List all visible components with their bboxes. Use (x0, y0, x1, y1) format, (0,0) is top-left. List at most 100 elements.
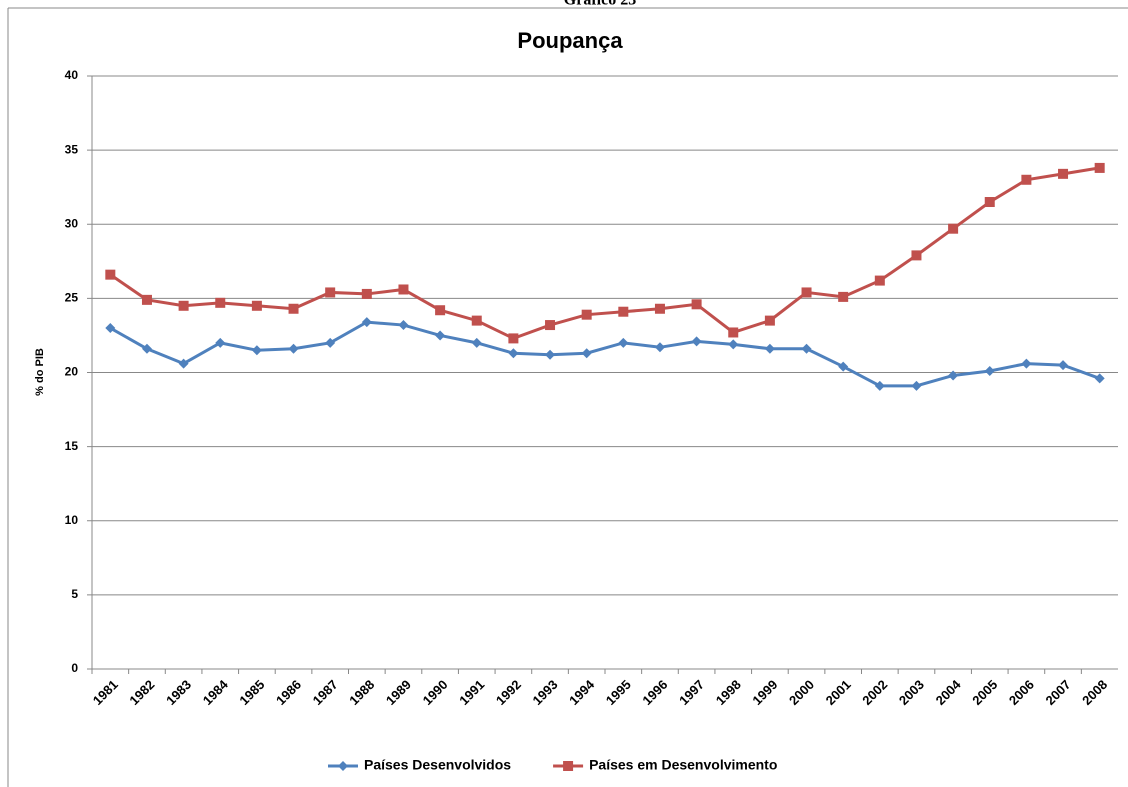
y-tick-label: 30 (65, 216, 79, 230)
legend-label: Países Desenvolvidos (364, 757, 511, 773)
data-point (1058, 168, 1069, 179)
data-point (325, 287, 336, 298)
data-point (728, 327, 739, 338)
data-point (435, 330, 446, 341)
y-tick-label: 5 (71, 587, 78, 601)
data-point (361, 288, 372, 299)
data-point (838, 361, 849, 372)
data-point (215, 337, 226, 348)
data-point (1058, 360, 1069, 371)
data-point (691, 336, 702, 347)
data-point (581, 348, 592, 359)
data-point (801, 287, 812, 298)
data-point (984, 366, 995, 377)
data-point (801, 343, 812, 354)
data-point (948, 223, 959, 234)
data-point (911, 250, 922, 261)
data-point (398, 320, 409, 331)
x-tick-label: 1995 (603, 677, 634, 708)
y-tick-label: 15 (65, 439, 79, 453)
data-point (251, 345, 262, 356)
x-tick-label: 1994 (566, 676, 598, 708)
data-point (105, 269, 116, 280)
data-point (178, 358, 189, 369)
data-point (654, 342, 665, 353)
data-point (1094, 373, 1105, 384)
x-tick-label: 1988 (346, 677, 377, 708)
y-axis-label: % do PIB (34, 348, 46, 396)
data-point (838, 291, 849, 302)
x-tick-label: 1996 (639, 677, 670, 708)
x-tick-label: 1983 (163, 677, 194, 708)
data-point (1021, 174, 1032, 185)
legend-label: Países em Desenvolvimento (589, 757, 777, 773)
x-tick-label: 2000 (786, 677, 817, 708)
data-point (581, 309, 592, 320)
legend-marker (563, 761, 574, 771)
data-point (435, 305, 446, 316)
x-tick-label: 2005 (969, 677, 1000, 708)
x-tick-label: 1982 (126, 677, 157, 708)
x-tick-label: 2008 (1079, 677, 1110, 708)
data-point (178, 300, 189, 311)
x-tick-label: 2003 (896, 677, 927, 708)
x-tick-label: 1981 (90, 677, 121, 708)
x-tick-label: 1986 (273, 677, 304, 708)
data-point (141, 343, 152, 354)
data-point (545, 349, 556, 360)
series-line (109, 166, 1100, 341)
y-tick-label: 0 (71, 661, 78, 675)
data-point (764, 343, 775, 354)
data-point (728, 339, 739, 350)
data-point (105, 323, 116, 334)
series-line (109, 320, 1101, 388)
data-point (471, 337, 482, 348)
data-point (251, 300, 262, 311)
data-point (618, 306, 629, 317)
data-point (325, 337, 336, 348)
data-point (764, 315, 775, 326)
data-point (508, 333, 519, 344)
legend-marker (338, 761, 348, 771)
chart-title: Poupança (517, 28, 623, 53)
x-tick-label: 2007 (1043, 677, 1074, 708)
x-tick-label: 2004 (933, 676, 965, 708)
x-tick-label: 2002 (859, 677, 890, 708)
x-tick-label: 1984 (200, 676, 232, 708)
data-point (545, 320, 556, 331)
data-point (471, 315, 482, 326)
data-point (1021, 358, 1032, 369)
data-point (984, 197, 995, 208)
x-tick-label: 2001 (823, 677, 854, 708)
x-tick-label: 1998 (713, 677, 744, 708)
data-point (654, 303, 665, 314)
x-tick-label: 2006 (1006, 677, 1037, 708)
data-point (398, 284, 409, 295)
y-tick-label: 10 (65, 513, 79, 527)
data-point (948, 370, 959, 381)
data-point (618, 337, 629, 348)
x-tick-label: 1987 (310, 677, 341, 708)
x-tick-label: 1997 (676, 677, 707, 708)
x-tick-label: 1989 (383, 677, 414, 708)
x-tick-label: 1991 (456, 677, 487, 708)
data-point (874, 380, 885, 391)
x-tick-label: 1992 (493, 677, 524, 708)
y-tick-label: 20 (65, 365, 79, 379)
data-point (288, 303, 299, 314)
x-tick-label: 1993 (530, 677, 561, 708)
data-point (508, 348, 519, 359)
y-tick-label: 40 (65, 68, 79, 82)
page-header: Gráfico 23 (564, 0, 636, 9)
y-tick-label: 25 (65, 291, 79, 305)
data-point (215, 297, 226, 308)
data-point (874, 275, 885, 286)
x-tick-label: 1985 (236, 677, 267, 708)
y-tick-label: 35 (65, 142, 79, 156)
data-point (288, 343, 299, 354)
x-tick-label: 1990 (420, 677, 451, 708)
data-point (1094, 162, 1105, 173)
data-point (141, 294, 152, 305)
data-point (911, 380, 922, 391)
